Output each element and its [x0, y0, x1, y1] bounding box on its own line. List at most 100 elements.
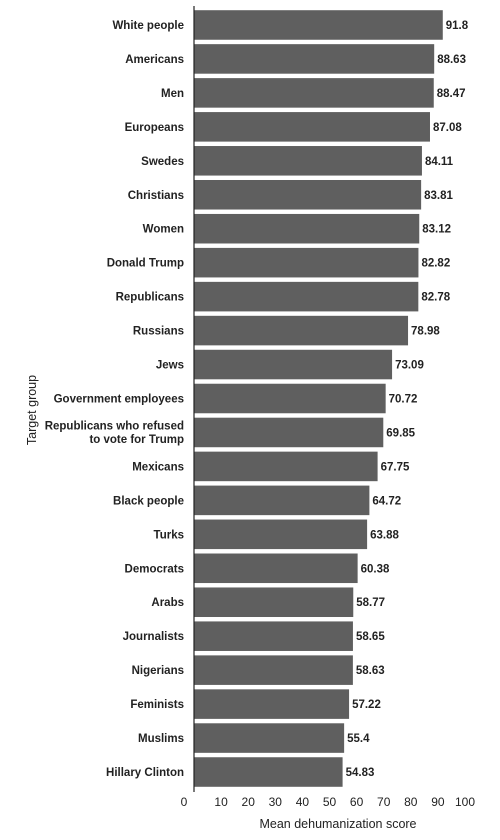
category-label-line: Donald Trump: [107, 258, 184, 270]
category-label-line: Christians: [128, 190, 184, 202]
bar: [194, 383, 386, 414]
value-label: 83.81: [424, 190, 453, 202]
x-tick-label: 20: [242, 795, 256, 809]
category-label-line: Republicans who refused: [45, 421, 184, 433]
category-label: Americans: [125, 54, 184, 66]
bar: [194, 417, 384, 448]
category-label: Turks: [154, 529, 184, 541]
bar: [194, 519, 368, 550]
category-label-line: Turks: [154, 529, 184, 541]
value-label: 58.65: [356, 631, 385, 643]
category-label-line: Jews: [156, 360, 184, 372]
bar: [194, 485, 370, 516]
category-label-line: to vote for Trump: [89, 434, 184, 446]
category-label: Swedes: [141, 156, 184, 168]
value-label: 70.72: [389, 394, 418, 406]
category-label: Republicans: [116, 292, 184, 304]
x-tick-label: 90: [431, 795, 445, 809]
value-label: 57.22: [352, 699, 381, 711]
category-label: Mexicans: [132, 461, 184, 473]
bar: [194, 10, 443, 40]
bar: [194, 281, 419, 312]
x-tick-label: 40: [296, 795, 310, 809]
category-label: Black people: [113, 495, 184, 507]
category-label-line: Journalists: [123, 631, 184, 643]
category-label-line: Democrats: [125, 563, 184, 575]
value-label: 58.77: [356, 597, 385, 609]
category-label: Nigerians: [132, 665, 184, 677]
category-label: Donald Trump: [107, 258, 184, 270]
x-tick-label: 80: [404, 795, 418, 809]
category-label-line: Americans: [125, 54, 184, 66]
bar: [194, 723, 345, 753]
bar: [194, 179, 422, 210]
bar: [194, 112, 430, 142]
value-label: 69.85: [386, 427, 415, 439]
category-label-line: Government employees: [54, 394, 184, 406]
category-label-line: Arabs: [151, 597, 184, 609]
bar: [194, 247, 419, 278]
x-tick-label: 0: [181, 795, 188, 809]
value-label: 83.12: [422, 224, 451, 236]
category-label-line: White people: [112, 20, 184, 32]
category-label: Republicans who refused to vote for Trump: [45, 421, 184, 447]
category-label-line: Nigerians: [132, 665, 184, 677]
value-label: 73.09: [395, 360, 424, 372]
value-label: 88.63: [437, 54, 466, 66]
value-label: 55.4: [347, 733, 370, 745]
category-label-line: Muslims: [138, 733, 184, 745]
x-axis-title: Mean dehumanization score: [259, 817, 416, 831]
category-label-line: Feminists: [130, 699, 184, 711]
x-tick-label: 100: [455, 795, 475, 809]
category-label: Democrats: [125, 563, 184, 575]
category-label-line: Republicans: [116, 292, 184, 304]
category-label: Muslims: [138, 733, 184, 745]
y-axis-title: Target group: [25, 375, 39, 445]
bar: [194, 315, 409, 346]
bar: [194, 621, 353, 651]
bar: [194, 146, 422, 176]
value-label: 78.98: [411, 326, 440, 338]
category-label: Christians: [128, 190, 184, 202]
value-label: 87.08: [433, 122, 462, 134]
category-label: Europeans: [125, 122, 184, 134]
bar: [194, 757, 343, 787]
category-label-line: Women: [143, 224, 184, 236]
category-label: Men: [161, 88, 184, 100]
value-label: 84.11: [425, 156, 454, 168]
category-label-line: Swedes: [141, 156, 184, 168]
x-tick-label: 10: [214, 795, 228, 809]
category-label: Jews: [156, 360, 184, 372]
category-label-line: Men: [161, 88, 184, 100]
value-label: 67.75: [381, 461, 410, 473]
bar: [194, 553, 358, 584]
category-label-line: Mexicans: [132, 461, 184, 473]
bar: [194, 44, 435, 74]
category-label-line: Hillary Clinton: [106, 767, 184, 779]
bar: [194, 587, 354, 618]
category-label: Government employees: [54, 394, 184, 406]
category-label-line: Europeans: [125, 122, 184, 134]
category-label: Feminists: [130, 699, 184, 711]
category-label: Arabs: [151, 597, 184, 609]
category-label: White people: [112, 20, 184, 32]
bar: [194, 655, 353, 685]
category-label-line: Russians: [133, 326, 184, 338]
value-label: 63.88: [370, 529, 399, 541]
category-label: Hillary Clinton: [106, 767, 184, 779]
category-label-line: Black people: [113, 495, 184, 507]
x-tick-label: 60: [350, 795, 364, 809]
value-label: 60.38: [361, 563, 390, 575]
value-label: 82.82: [421, 258, 450, 270]
value-label: 64.72: [372, 495, 401, 507]
x-tick-label: 30: [269, 795, 283, 809]
value-label: 91.8: [446, 20, 469, 32]
category-label: Journalists: [123, 631, 184, 643]
value-label: 58.63: [356, 665, 385, 677]
bar: [194, 349, 393, 380]
bar: [194, 213, 420, 244]
category-label: Women: [143, 224, 184, 236]
category-label: Russians: [133, 326, 184, 338]
x-tick-label: 50: [323, 795, 337, 809]
